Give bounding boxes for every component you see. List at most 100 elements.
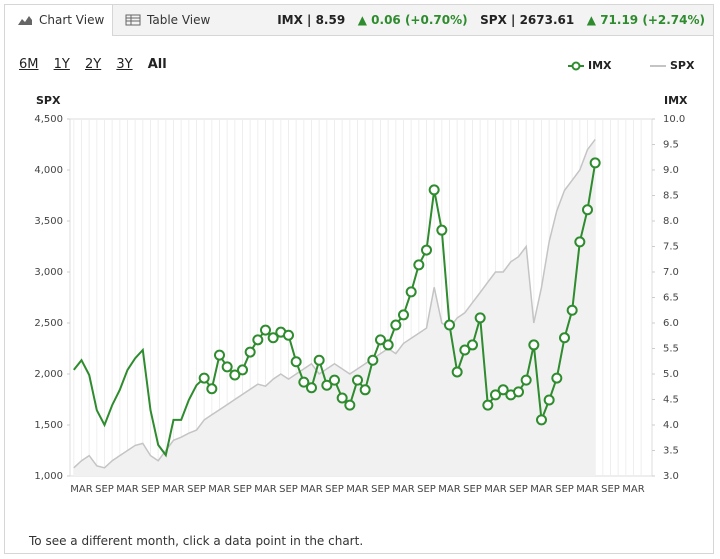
y2-tick-label: 10.0 [663,114,685,125]
legend-label: SPX [670,59,695,72]
imx-point[interactable] [244,346,256,358]
y-tick-label: 4,000 [34,165,63,176]
stats: IMX | 8.59 ▲ 0.06 (+0.70%) SPX | 2673.61… [277,5,705,35]
imx-point[interactable] [559,332,570,344]
x-tick-label: MAR [576,484,598,495]
x-tick-label: MAR [208,484,230,495]
y-tick-label: 1,000 [34,471,63,482]
x-tick-label: SEP [555,484,574,495]
imx-point[interactable] [513,386,524,398]
tab[interactable]: Chart View [5,5,113,36]
imx-point[interactable] [214,349,225,361]
icon [18,16,32,25]
imx-point[interactable] [260,324,271,336]
x-tick-label: SEP [371,484,390,495]
tab[interactable]: Table View [113,5,223,35]
imx-point[interactable] [405,286,417,298]
imx-change: ▲ 0.06 (+0.70%) [357,13,468,27]
x-tick-label: MAR [392,484,414,495]
y2-tick-label: 4.5 [663,395,679,406]
range-button[interactable]: 3Y [116,57,133,72]
imx-point[interactable] [543,394,555,406]
imx-point[interactable] [229,369,241,381]
legend-label: IMX [588,59,612,72]
imx-point[interactable] [474,312,486,324]
imx-point[interactable] [321,379,333,391]
tab-label: Chart View [39,13,105,27]
imx-point[interactable] [428,184,440,196]
imx-point[interactable] [451,366,463,378]
y2-tick-label: 7.0 [663,267,679,278]
y-tick-label: 2,000 [34,369,63,380]
imx-point[interactable] [444,319,455,331]
imx-point[interactable] [283,329,294,341]
imx-point[interactable] [467,339,478,351]
range-button[interactable]: 6M [19,57,39,72]
imx-point[interactable] [413,259,425,271]
spx-line [73,138,596,469]
y-tick-label: 3,500 [34,216,63,227]
legend-marker [571,61,581,71]
x-tick-label: SEP [463,484,482,495]
imx-point[interactable] [352,374,363,386]
y-tick-label: 3,000 [34,267,63,278]
imx-point[interactable] [589,157,601,169]
x-tick-label: MAR [70,484,92,495]
imx-point[interactable] [497,384,509,396]
imx-point[interactable] [566,304,578,316]
imx-point[interactable] [267,332,279,344]
imx-point[interactable] [574,236,586,248]
imx-point[interactable] [421,244,432,256]
y2-tick-label: 6.0 [663,318,679,329]
range-buttons: 6M 1Y 2Y 3Y All [19,57,178,72]
spx-stat: SPX | 2673.61 [480,13,575,27]
imx-point[interactable] [206,383,218,395]
imx-point[interactable] [528,339,540,351]
x-tick-label: MAR [438,484,460,495]
imx-point[interactable] [536,414,547,426]
x-tick-label: SEP [95,484,114,495]
imx-point[interactable] [375,334,386,346]
imx-point[interactable] [198,372,210,384]
imx-point[interactable] [344,399,356,411]
imx-point[interactable] [551,372,563,384]
imx-point[interactable] [367,354,379,366]
imx-point[interactable] [298,376,310,388]
x-tick-label: SEP [417,484,436,495]
spx-change-value: 71.19 (+2.74%) [600,13,705,27]
imx-point[interactable] [482,399,494,411]
imx-point[interactable] [359,384,371,396]
toolbar: Chart View Table View IMX | 8.59 ▲ 0.06 … [5,5,713,36]
x-tick-label: SEP [509,484,528,495]
legend-item: IMX [568,59,612,72]
imx-point[interactable] [436,224,448,236]
imx-point[interactable] [582,204,593,216]
x-tick-label: MAR [622,484,644,495]
imx-point[interactable] [520,374,532,386]
imx-point[interactable] [221,361,233,373]
x-tick-label: MAR [116,484,138,495]
imx-point[interactable] [329,374,340,386]
imx-point[interactable] [382,339,394,351]
range-button[interactable]: 2Y [85,57,102,72]
imx-point[interactable] [290,356,302,368]
imx-point[interactable] [336,392,348,404]
imx-point[interactable] [237,364,248,376]
y2-tick-label: 6.5 [663,293,679,304]
imx-point[interactable] [306,382,317,394]
imx-point[interactable] [252,334,264,346]
imx-point[interactable] [459,344,471,356]
x-tick-label: MAR [254,484,276,495]
imx-point[interactable] [390,319,402,331]
y2-tick-label: 7.5 [663,242,679,253]
y-tick-label: 2,500 [34,318,63,329]
range-button[interactable]: 1Y [53,57,70,72]
imx-point[interactable] [398,309,409,321]
range-button[interactable]: All [147,57,167,72]
imx-point[interactable] [313,354,325,366]
y-tick-label: 4,500 [34,114,63,125]
y2-axis-title: IMX [664,94,688,107]
imx-point[interactable] [490,389,501,401]
x-tick-label: MAR [346,484,368,495]
